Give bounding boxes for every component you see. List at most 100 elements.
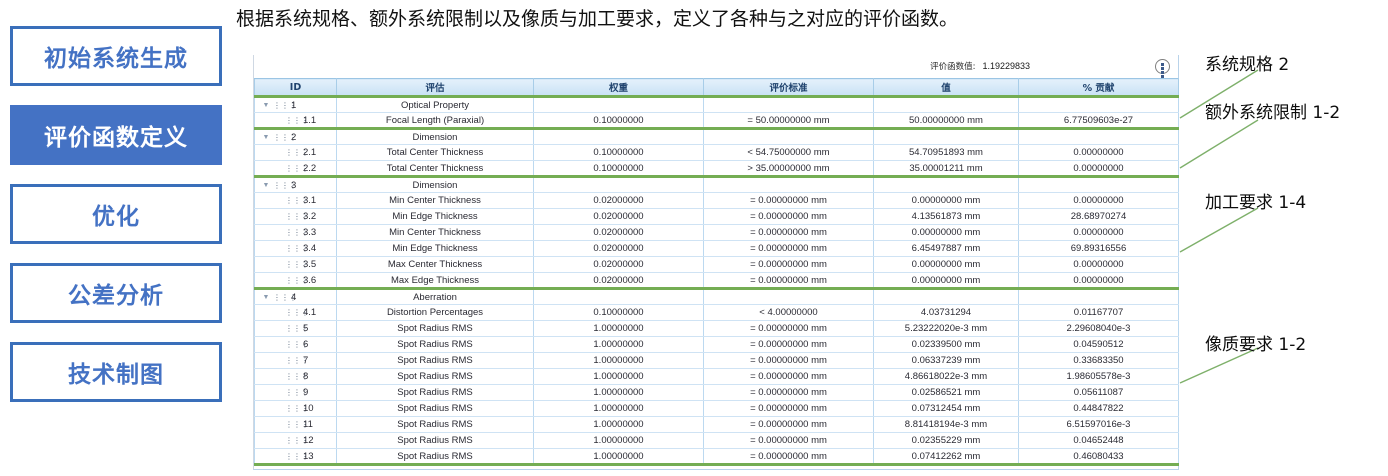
- cell-evaluation[interactable]: Optical Property: [336, 95, 534, 113]
- cell-criteria[interactable]: = 0.00000000 mm: [703, 448, 874, 466]
- column-header-weight[interactable]: 权重: [533, 78, 704, 97]
- cell-criteria[interactable]: = 0.00000000 mm: [703, 384, 874, 401]
- column-header-criteria[interactable]: 评价标准: [703, 78, 874, 97]
- cell-weight[interactable]: 1.00000000: [533, 352, 704, 369]
- drag-handle-icon[interactable]: ⋮⋮⋮: [273, 180, 297, 190]
- cell-contribution[interactable]: 0.04590512: [1018, 336, 1179, 353]
- cell-criteria[interactable]: = 0.00000000 mm: [703, 400, 874, 417]
- cell-weight[interactable]: 0.10000000: [533, 304, 704, 321]
- cell-contribution[interactable]: 0.33683350: [1018, 352, 1179, 369]
- cell-value[interactable]: 0.02586521 mm: [873, 384, 1019, 401]
- cell-criteria[interactable]: = 0.00000000 mm: [703, 320, 874, 337]
- cell-id[interactable]: ▼ ⋮⋮⋮ 1: [254, 95, 337, 113]
- table-row[interactable]: ⋮⋮⋮ 3.6 Max Edge Thickness 0.02000000 = 0.00…: [254, 272, 1179, 290]
- cell-id[interactable]: ⋮⋮⋮ 8: [254, 368, 337, 385]
- cell-value[interactable]: 0.00000000 mm: [873, 272, 1019, 290]
- table-row[interactable]: ⋮⋮⋮ 5 Spot Radius RMS 1.00000000 = 0.0000000…: [254, 320, 1179, 337]
- column-header-contrib[interactable]: % 贡献: [1018, 78, 1179, 97]
- drag-handle-icon[interactable]: ⋮⋮⋮: [285, 212, 309, 221]
- cell-evaluation[interactable]: Total Center Thickness: [336, 160, 534, 178]
- cell-criteria[interactable]: = 0.00000000 mm: [703, 432, 874, 449]
- cell-contribution[interactable]: 0.00000000: [1018, 256, 1179, 273]
- drag-handle-icon[interactable]: ⋮⋮⋮: [285, 275, 309, 285]
- cell-id[interactable]: ⋮⋮⋮ 2.2: [254, 160, 337, 178]
- table-row[interactable]: ⋮⋮⋮ 10 Spot Radius RMS 1.00000000 = 0.000000…: [254, 400, 1179, 417]
- cell-contribution[interactable]: 0.00000000: [1018, 144, 1179, 161]
- cell-evaluation[interactable]: Spot Radius RMS: [336, 400, 534, 417]
- cell-id[interactable]: ⋮⋮⋮ 11: [254, 416, 337, 433]
- table-row[interactable]: ⋮⋮⋮ 3.1 Min Center Thickness 0.02000000 = 0.…: [254, 192, 1179, 209]
- collapse-triangle-icon[interactable]: ▼: [262, 133, 270, 141]
- cell-value[interactable]: 54.70951893 mm: [873, 144, 1019, 161]
- drag-handle-icon[interactable]: ⋮⋮⋮: [285, 148, 309, 157]
- table-row[interactable]: ⋮⋮⋮ 8 Spot Radius RMS 1.00000000 = 0.0000000…: [254, 368, 1179, 385]
- table-group-row[interactable]: ▼ ⋮⋮⋮ 1 Optical Property: [254, 95, 1179, 113]
- cell-contribution[interactable]: 0.44847822: [1018, 400, 1179, 417]
- cell-id[interactable]: ▼ ⋮⋮⋮ 3: [254, 175, 337, 193]
- cell-criteria[interactable]: = 0.00000000 mm: [703, 368, 874, 385]
- table-row[interactable]: ⋮⋮⋮ 4.1 Distortion Percentages 0.10000000 < …: [254, 304, 1179, 321]
- cell-id[interactable]: ▼ ⋮⋮⋮ 2: [254, 127, 337, 145]
- drag-handle-icon[interactable]: ⋮⋮⋮: [285, 308, 309, 317]
- cell-evaluation[interactable]: Focal Length (Paraxial): [336, 112, 534, 130]
- drag-handle-icon[interactable]: ⋮⋮⋮: [285, 163, 309, 173]
- cell-value[interactable]: 35.00001211 mm: [873, 160, 1019, 178]
- cell-contribution[interactable]: 0.00000000: [1018, 272, 1179, 290]
- cell-weight[interactable]: 1.00000000: [533, 448, 704, 466]
- cell-weight[interactable]: 1.00000000: [533, 416, 704, 433]
- drag-handle-icon[interactable]: ⋮⋮⋮: [285, 324, 309, 333]
- cell-value[interactable]: 0.00000000 mm: [873, 256, 1019, 273]
- cell-value[interactable]: 50.00000000 mm: [873, 112, 1019, 130]
- cell-id[interactable]: ⋮⋮⋮ 3.5: [254, 256, 337, 273]
- cell-criteria[interactable]: = 0.00000000 mm: [703, 352, 874, 369]
- cell-weight[interactable]: 0.02000000: [533, 240, 704, 257]
- drag-handle-icon[interactable]: ⋮⋮⋮: [285, 260, 309, 269]
- column-header-value[interactable]: 值: [873, 78, 1019, 97]
- cell-evaluation[interactable]: Spot Radius RMS: [336, 448, 534, 466]
- table-row[interactable]: ⋮⋮⋮ 3.4 Min Edge Thickness 0.02000000 = 0.00…: [254, 240, 1179, 257]
- cell-id[interactable]: ⋮⋮⋮ 9: [254, 384, 337, 401]
- cell-id[interactable]: ⋮⋮⋮ 3.3: [254, 224, 337, 241]
- cell-evaluation[interactable]: Aberration: [336, 287, 534, 305]
- table-row[interactable]: ⋮⋮⋮ 11 Spot Radius RMS 1.00000000 = 0.000000…: [254, 416, 1179, 433]
- cell-id[interactable]: ▼ ⋮⋮⋮ 4: [254, 287, 337, 305]
- cell-evaluation[interactable]: Spot Radius RMS: [336, 320, 534, 337]
- cell-id[interactable]: ⋮⋮⋮ 2.1: [254, 144, 337, 161]
- cell-id[interactable]: ⋮⋮⋮ 5: [254, 320, 337, 337]
- cell-criteria[interactable]: = 0.00000000 mm: [703, 224, 874, 241]
- cell-weight[interactable]: [533, 287, 704, 305]
- cell-weight[interactable]: 1.00000000: [533, 320, 704, 337]
- table-row[interactable]: ⋮⋮⋮ 9 Spot Radius RMS 1.00000000 = 0.0000000…: [254, 384, 1179, 401]
- collapse-triangle-icon[interactable]: ▼: [262, 293, 270, 301]
- table-row[interactable]: ⋮⋮⋮ 3.2 Min Edge Thickness 0.02000000 = 0.00…: [254, 208, 1179, 225]
- cell-contribution[interactable]: [1018, 287, 1179, 305]
- table-row[interactable]: ⋮⋮⋮ 3.5 Max Center Thickness 0.02000000 = 0.…: [254, 256, 1179, 273]
- cell-criteria[interactable]: = 0.00000000 mm: [703, 272, 874, 290]
- cell-weight[interactable]: 0.02000000: [533, 208, 704, 225]
- column-header-id[interactable]: ID: [254, 78, 337, 97]
- cell-value[interactable]: [873, 95, 1019, 113]
- sidebar-item-tolerance-analysis[interactable]: 公差分析: [10, 263, 222, 323]
- cell-weight[interactable]: 0.02000000: [533, 272, 704, 290]
- cell-criteria[interactable]: = 0.00000000 mm: [703, 192, 874, 209]
- table-row[interactable]: ⋮⋮⋮ 2.2 Total Center Thickness 0.10000000 > …: [254, 160, 1179, 178]
- table-row[interactable]: ⋮⋮⋮ 12 Spot Radius RMS 1.00000000 = 0.000000…: [254, 432, 1179, 449]
- cell-id[interactable]: ⋮⋮⋮ 1.1: [254, 112, 337, 130]
- cell-contribution[interactable]: 6.51597016e-3: [1018, 416, 1179, 433]
- cell-criteria[interactable]: = 0.00000000 mm: [703, 240, 874, 257]
- cell-criteria[interactable]: [703, 175, 874, 193]
- cell-evaluation[interactable]: Spot Radius RMS: [336, 384, 534, 401]
- cell-weight[interactable]: 0.10000000: [533, 144, 704, 161]
- cell-evaluation[interactable]: Min Center Thickness: [336, 224, 534, 241]
- table-row[interactable]: ⋮⋮⋮ 3.3 Min Center Thickness 0.02000000 = 0.…: [254, 224, 1179, 241]
- cell-weight[interactable]: 0.02000000: [533, 256, 704, 273]
- cell-value[interactable]: 0.02339500 mm: [873, 336, 1019, 353]
- cell-id[interactable]: ⋮⋮⋮ 3.2: [254, 208, 337, 225]
- cell-value[interactable]: [873, 175, 1019, 193]
- cell-contribution[interactable]: 0.00000000: [1018, 160, 1179, 178]
- cell-value[interactable]: 4.86618022e-3 mm: [873, 368, 1019, 385]
- cell-weight[interactable]: [533, 95, 704, 113]
- cell-evaluation[interactable]: Spot Radius RMS: [336, 432, 534, 449]
- drag-handle-icon[interactable]: ⋮⋮⋮: [285, 388, 309, 397]
- grid-dots-icon[interactable]: [1155, 58, 1170, 78]
